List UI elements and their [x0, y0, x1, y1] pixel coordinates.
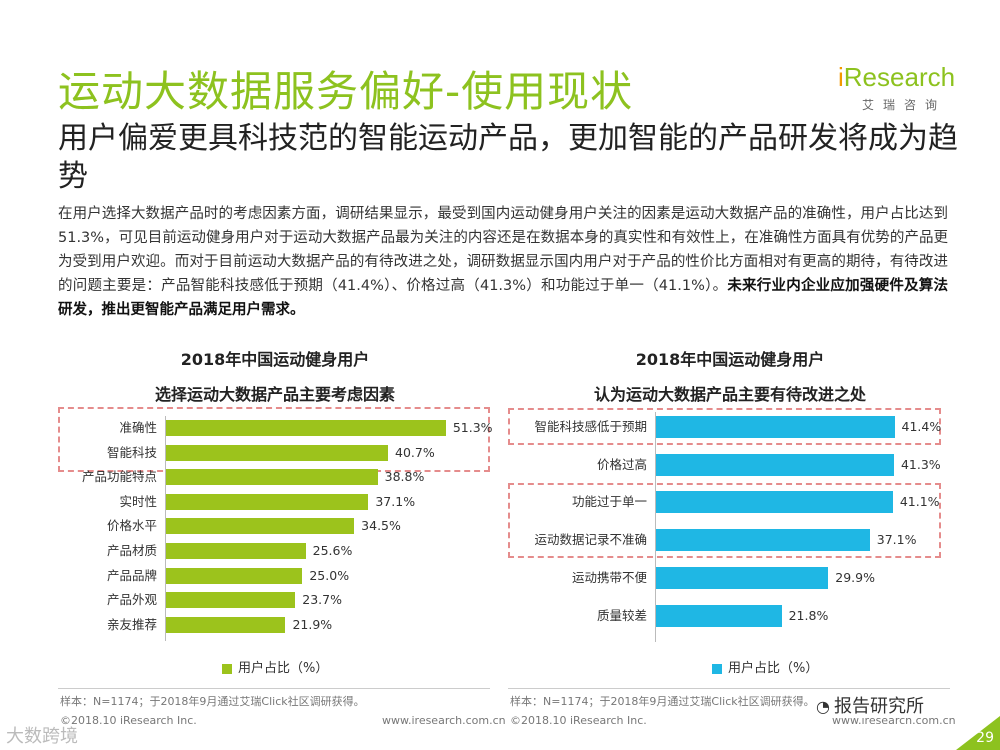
value-label: 37.1%	[876, 532, 917, 548]
bar	[656, 491, 893, 514]
left-chart-legend: 用户占比（%）	[222, 657, 328, 676]
highlight-box	[508, 483, 941, 559]
bar	[166, 518, 355, 535]
category-label: 产品材质	[106, 543, 157, 558]
category-label: 准确性	[119, 420, 157, 435]
value-label: 21.9%	[292, 616, 333, 632]
body-paragraph: 在用户选择大数据产品时的考虑因素方面，调研结果显示，最受到国内运动健身用户关注的…	[58, 202, 948, 322]
wechat-icon: ◔	[816, 697, 830, 716]
category-label: 亲友推荐	[106, 616, 157, 632]
bar	[166, 469, 378, 486]
right-sample-note: 样本：N=1174；于2018年9月通过艾瑞Click社区调研获得。	[510, 695, 815, 708]
right-chart-title: 2018年中国运动健身用户	[635, 350, 825, 369]
right-copyright: ©2018.10 iResearch Inc.	[510, 714, 647, 727]
chart-axis	[165, 416, 166, 642]
logo-research: Research	[843, 62, 956, 92]
page-title: 运动大数据服务偏好-使用现状	[58, 67, 634, 116]
value-label: 41.4%	[901, 419, 942, 434]
bar	[656, 529, 870, 552]
category-label: 实时性	[119, 493, 157, 509]
bar	[166, 444, 388, 461]
left-chart-subtitle: 选择运动大数据产品主要考虑因素	[154, 385, 395, 404]
category-label: 运动携带不便	[571, 569, 647, 585]
category-label: 质量较差	[596, 607, 647, 623]
bar	[166, 592, 296, 609]
category-label: 产品品牌	[106, 567, 157, 583]
left-url: www.iresearch.com.cn	[382, 714, 506, 727]
watermark-bottom-left: 大数跨境	[6, 726, 78, 747]
right-legend-label: 用户占比（%）	[728, 661, 819, 676]
paragraph-bold: 未来行业内企业应加强硬件及算法研发，推出更智能产品满足用户需求。	[58, 278, 949, 318]
bar	[656, 453, 894, 476]
logo-i: i	[838, 62, 844, 92]
bar	[656, 416, 895, 438]
value-label: 23.7%	[302, 592, 342, 608]
bar	[656, 566, 829, 589]
bar	[166, 616, 286, 633]
page-subtitle: 用户偏爱更具科技范的智能运动产品，更加智能的产品研发将成为趋势	[58, 121, 958, 194]
watermark-text: 报告研究所	[833, 696, 924, 717]
category-label: 产品外观	[106, 592, 157, 608]
value-label: 29.9%	[835, 569, 875, 585]
right-divider	[508, 688, 950, 689]
value-label: 41.1%	[899, 494, 940, 510]
value-label: 51.3%	[452, 420, 493, 435]
value-label: 34.5%	[361, 518, 401, 534]
value-label: 37.1%	[375, 493, 416, 509]
category-label: 价格水平	[106, 518, 157, 534]
value-label: 25.0%	[309, 567, 350, 583]
category-label: 智能科技感低于预期	[534, 419, 647, 434]
value-label: 25.6%	[312, 543, 353, 558]
value-label: 41.3%	[900, 456, 941, 472]
category-label: 产品功能特点	[81, 469, 157, 485]
iresearch-logo: iResearch	[838, 62, 955, 93]
highlight-box	[508, 408, 941, 445]
category-label: 功能过于单一	[571, 494, 647, 510]
left-divider	[58, 688, 490, 689]
left-chart-title: 2018年中国运动健身用户	[180, 350, 370, 369]
category-label: 价格过高	[596, 456, 647, 472]
bar	[656, 604, 782, 627]
left-sample-note: 样本：N=1174；于2018年9月通过艾瑞Click社区调研获得。	[60, 695, 365, 708]
legend-swatch	[222, 663, 232, 674]
category-label: 智能科技	[106, 444, 157, 460]
value-label: 38.8%	[384, 469, 425, 485]
left-legend-label: 用户占比（%）	[238, 661, 329, 676]
bar	[166, 493, 369, 510]
bar	[166, 543, 306, 559]
legend-swatch	[712, 663, 722, 674]
right-chart-legend: 用户占比（%）	[712, 657, 818, 676]
highlight-box	[58, 407, 490, 472]
page-number: 29	[956, 716, 1000, 750]
value-label: 40.7%	[395, 444, 435, 460]
value-label: 21.8%	[788, 607, 829, 623]
logo-subtitle: 艾瑞咨询	[862, 98, 947, 112]
paragraph-normal: 在用户选择大数据产品时的考虑因素方面，调研结果显示，最受到国内运动健身用户关注的…	[58, 206, 948, 294]
bar	[166, 420, 446, 436]
right-chart-subtitle: 认为运动大数据产品主要有待改进之处	[593, 385, 866, 404]
chart-axis	[655, 412, 656, 643]
category-label: 运动数据记录不准确	[534, 532, 647, 548]
left-copyright: ©2018.10 iResearch Inc.	[60, 714, 197, 727]
watermark-bottom-right: ◔ 报告研究所	[812, 692, 928, 718]
bar	[166, 567, 303, 584]
